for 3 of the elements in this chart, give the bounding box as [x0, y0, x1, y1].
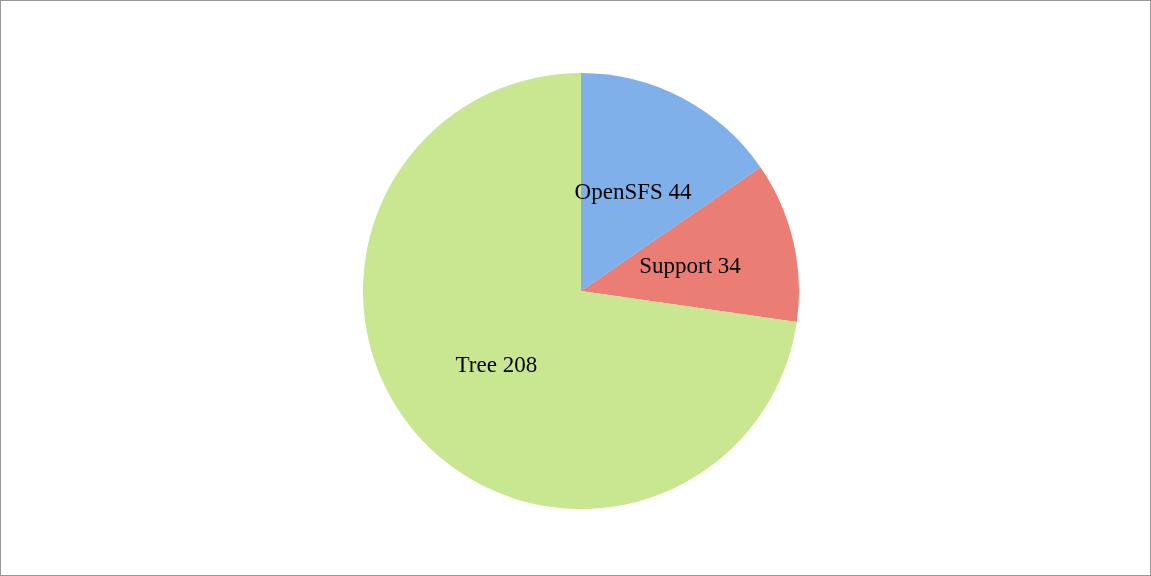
slice-label: OpenSFS 44: [574, 179, 693, 205]
slice-label: Tree 208: [455, 351, 538, 377]
slice-label: Support 34: [639, 252, 742, 278]
